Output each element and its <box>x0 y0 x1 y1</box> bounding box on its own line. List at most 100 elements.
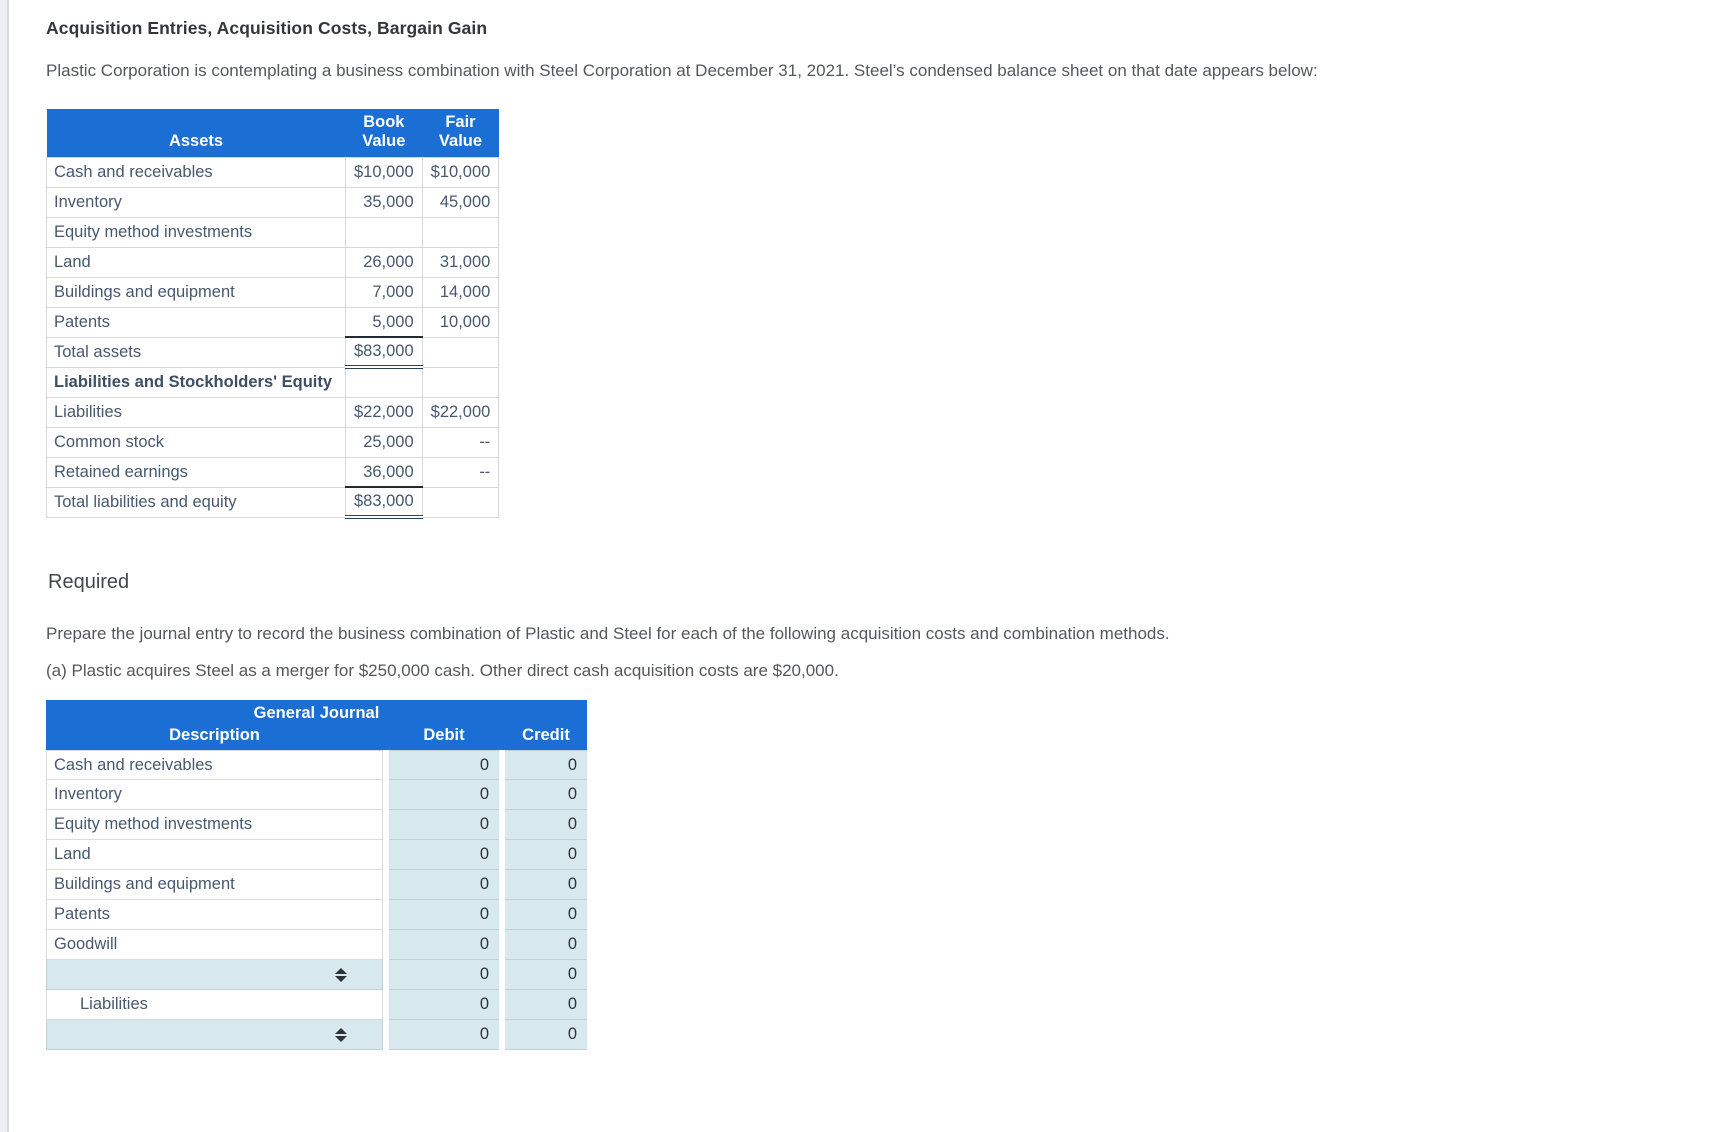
journal-header-credit: Credit <box>522 726 570 745</box>
journal-credit-input[interactable]: 0 <box>505 990 587 1021</box>
journal-debit-input[interactable]: 0 <box>389 780 499 811</box>
balance-sheet-row: Patents 5,000 10,000 <box>46 306 500 339</box>
balance-sheet-row: Total liabilities and equity $83,000 <box>46 486 500 520</box>
journal-account-label: Buildings and equipment <box>46 870 383 901</box>
balance-sheet-row: Inventory 35,000 45,000 <box>46 186 500 218</box>
page-title: Acquisition Entries, Acquisition Costs, … <box>46 18 488 38</box>
journal-account-label: Goodwill <box>46 930 383 961</box>
intro-paragraph: Plastic Corporation is contemplating a b… <box>46 61 1318 80</box>
journal-credit-input[interactable]: 0 <box>505 900 587 931</box>
balance-sheet-row-label: Equity method investments <box>46 216 346 248</box>
journal-header-debit: Debit <box>423 726 465 745</box>
journal-header-description: Description <box>169 726 260 745</box>
page-left-gutter <box>0 0 9 1132</box>
journal-debit-input[interactable]: 0 <box>389 990 499 1021</box>
balance-sheet-table: Assets Book Value Fair Value Cash and re… <box>46 108 500 520</box>
journal-credit-input[interactable]: 0 <box>505 960 587 991</box>
journal-row: Land 0 0 <box>46 840 587 871</box>
journal-account-label: Inventory <box>46 780 383 811</box>
balance-sheet-fair-value <box>421 216 500 248</box>
balance-sheet-row-label: Retained earnings <box>46 456 346 488</box>
balance-sheet-row: Liabilities $22,000 $22,000 <box>46 396 500 428</box>
balance-sheet-fair-value: 31,000 <box>421 246 500 278</box>
select-arrows-icon <box>335 967 347 982</box>
required-instructions: Prepare the journal entry to record the … <box>46 624 1170 644</box>
balance-sheet-book-value: 35,000 <box>345 186 423 218</box>
balance-sheet-header-assets: Assets <box>46 108 346 158</box>
journal-debit-input[interactable]: 0 <box>389 900 499 931</box>
required-heading: Required <box>48 571 130 594</box>
journal-account-label: Equity method investments <box>46 810 383 841</box>
balance-sheet-fair-value: $22,000 <box>421 396 500 428</box>
journal-credit-input[interactable]: 0 <box>505 780 587 811</box>
journal-credit-input[interactable]: 0 <box>505 750 587 781</box>
journal-row: Liabilities 0 0 <box>46 990 587 1021</box>
balance-sheet-book-value <box>345 366 423 398</box>
journal-account-select[interactable] <box>46 1020 383 1051</box>
balance-sheet-book-value <box>345 216 423 248</box>
balance-sheet-row: Land 26,000 31,000 <box>46 246 500 278</box>
journal-debit-input[interactable]: 0 <box>389 810 499 841</box>
balance-sheet-row-label: Buildings and equipment <box>46 276 346 308</box>
journal-credit-input[interactable]: 0 <box>505 1020 587 1051</box>
balance-sheet-row-label: Common stock <box>46 426 346 458</box>
journal-credit-input[interactable]: 0 <box>505 810 587 841</box>
part-a-text: (a) Plastic acquires Steel as a merger f… <box>46 661 839 681</box>
journal-debit-input[interactable]: 0 <box>389 1020 499 1051</box>
journal-row: Inventory 0 0 <box>46 780 587 811</box>
balance-sheet-row-label: Cash and receivables <box>46 156 346 188</box>
balance-sheet-header-book-value: Book Value <box>345 108 423 158</box>
journal-row: Equity method investments 0 0 <box>46 810 587 841</box>
balance-sheet-book-value: 36,000 <box>345 456 423 489</box>
balance-sheet-row-label: Land <box>46 246 346 278</box>
balance-sheet-book-value: $10,000 <box>345 156 423 188</box>
journal-column-header-row: Description Debit Credit <box>46 723 587 750</box>
balance-sheet-book-value: $22,000 <box>345 396 423 428</box>
balance-sheet-fair-value: $10,000 <box>421 156 500 188</box>
journal-credit-input[interactable]: 0 <box>505 840 587 871</box>
journal-debit-input[interactable]: 0 <box>389 840 499 871</box>
balance-sheet-header-fair-value: Fair Value <box>422 108 499 158</box>
balance-sheet-row-label: Liabilities and Stockholders' Equity <box>46 366 346 398</box>
journal-row: Cash and receivables 0 0 <box>46 750 587 781</box>
select-arrows-icon <box>335 1027 347 1042</box>
journal-title: General Journal <box>253 704 380 723</box>
journal-account-label: Patents <box>46 900 383 931</box>
balance-sheet-row-label: Inventory <box>46 186 346 218</box>
balance-sheet-row: Common stock 25,000 -- <box>46 426 500 458</box>
balance-sheet-fair-value: 14,000 <box>421 276 500 308</box>
balance-sheet-book-value: 25,000 <box>345 426 423 458</box>
balance-sheet-fair-value: -- <box>421 426 500 458</box>
journal-body: Cash and receivables 0 0 Inventory 0 0 Equity … <box>46 750 587 1051</box>
journal-account-label: Cash and receivables <box>46 750 383 781</box>
balance-sheet-row: Equity method investments <box>46 216 500 248</box>
journal-account-label: Land <box>46 840 383 871</box>
journal-account-select[interactable] <box>46 960 383 991</box>
journal-debit-input[interactable]: 0 <box>389 960 499 991</box>
journal-row: Buildings and equipment 0 0 <box>46 870 587 901</box>
balance-sheet-row: Cash and receivables $10,000 $10,000 <box>46 156 500 188</box>
balance-sheet-book-value: 26,000 <box>345 246 423 278</box>
journal-credit-input[interactable]: 0 <box>505 870 587 901</box>
problem-page: Acquisition Entries, Acquisition Costs, … <box>46 0 1546 1051</box>
balance-sheet-fair-value: -- <box>421 456 500 488</box>
journal-account-label: Liabilities <box>46 990 383 1021</box>
general-journal-table: General Journal Description Debit Credit… <box>46 700 587 1051</box>
balance-sheet-row-label: Liabilities <box>46 396 346 428</box>
journal-debit-input[interactable]: 0 <box>389 750 499 781</box>
journal-debit-input[interactable]: 0 <box>389 870 499 901</box>
balance-sheet-book-value: 7,000 <box>345 276 423 308</box>
balance-sheet-fair-value <box>421 486 500 518</box>
journal-credit-input[interactable]: 0 <box>505 930 587 961</box>
balance-sheet-row-label: Patents <box>46 306 346 338</box>
balance-sheet-fair-value <box>421 336 500 368</box>
balance-sheet-fair-value: 45,000 <box>421 186 500 218</box>
balance-sheet-book-value: 5,000 <box>345 306 423 339</box>
journal-row: Goodwill 0 0 <box>46 930 587 961</box>
journal-header: General Journal Description Debit Credit <box>46 700 587 751</box>
journal-debit-input[interactable]: 0 <box>389 930 499 961</box>
balance-sheet-row: Liabilities and Stockholders' Equity <box>46 366 500 398</box>
balance-sheet-row: Retained earnings 36,000 -- <box>46 456 500 489</box>
balance-sheet-row-label: Total liabilities and equity <box>46 486 346 518</box>
